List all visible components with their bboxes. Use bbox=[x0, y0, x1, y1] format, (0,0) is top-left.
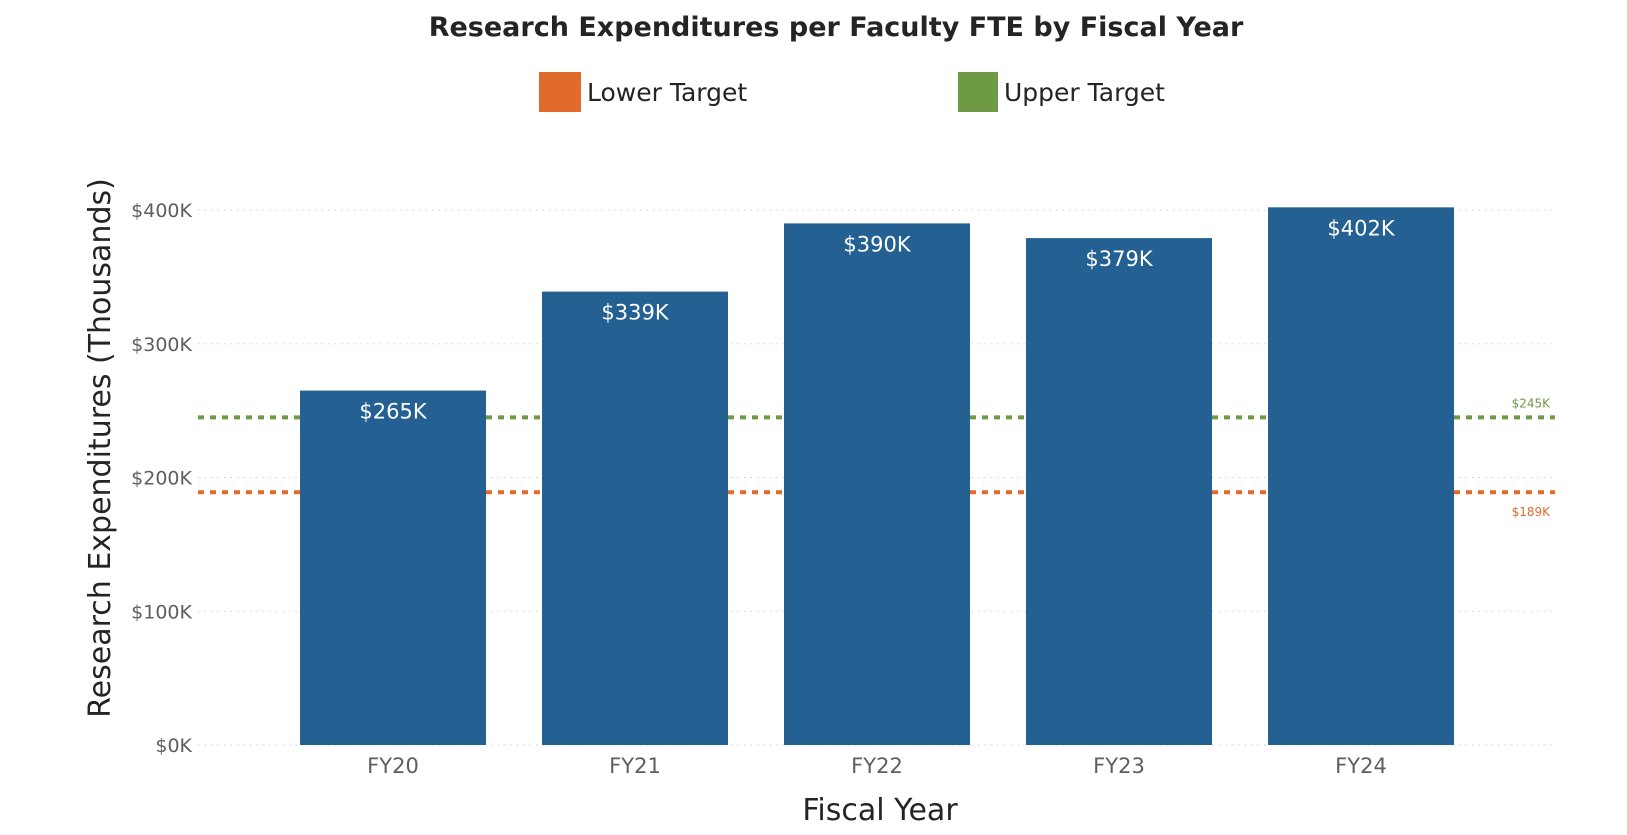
legend-swatch-lower-target bbox=[539, 72, 581, 112]
y-tick-label: $300K bbox=[131, 334, 192, 356]
x-tick-label: FY22 bbox=[851, 754, 903, 778]
legend-swatch-upper-target bbox=[958, 72, 998, 112]
data-label: $390K bbox=[843, 232, 911, 256]
bar-fy21 bbox=[542, 291, 728, 745]
y-axis-label: Research Expenditures (Thousands) bbox=[83, 178, 118, 718]
legend-label-lower-target: Lower Target bbox=[587, 78, 747, 107]
x-tick-label: FY23 bbox=[1093, 754, 1145, 778]
y-tick-label: $0K bbox=[155, 735, 192, 757]
data-label: $379K bbox=[1085, 247, 1153, 271]
x-tick-label: FY21 bbox=[609, 754, 661, 778]
data-label: $339K bbox=[601, 301, 669, 325]
legend: Lower Target Upper Target bbox=[539, 72, 1165, 112]
y-tick-label: $100K bbox=[131, 601, 192, 623]
legend-label-upper-target: Upper Target bbox=[1004, 78, 1165, 107]
bar-fy20 bbox=[300, 390, 486, 745]
bar-fy24 bbox=[1268, 207, 1454, 745]
data-label: $265K bbox=[359, 400, 427, 424]
x-axis-label: Fiscal Year bbox=[802, 793, 958, 828]
reference-line-label: $245K bbox=[1512, 396, 1552, 410]
y-tick-label: $200K bbox=[131, 468, 192, 490]
x-tick-label: FY20 bbox=[367, 754, 419, 778]
reference-line-label: $189K bbox=[1512, 505, 1552, 519]
chart-title: Research Expenditures per Faculty FTE by… bbox=[429, 12, 1244, 43]
x-tick-label: FY24 bbox=[1335, 754, 1387, 778]
y-tick-label: $400K bbox=[131, 200, 192, 222]
bar-fy23 bbox=[1026, 238, 1212, 745]
bar-fy22 bbox=[784, 223, 970, 745]
data-label: $402K bbox=[1327, 216, 1395, 240]
